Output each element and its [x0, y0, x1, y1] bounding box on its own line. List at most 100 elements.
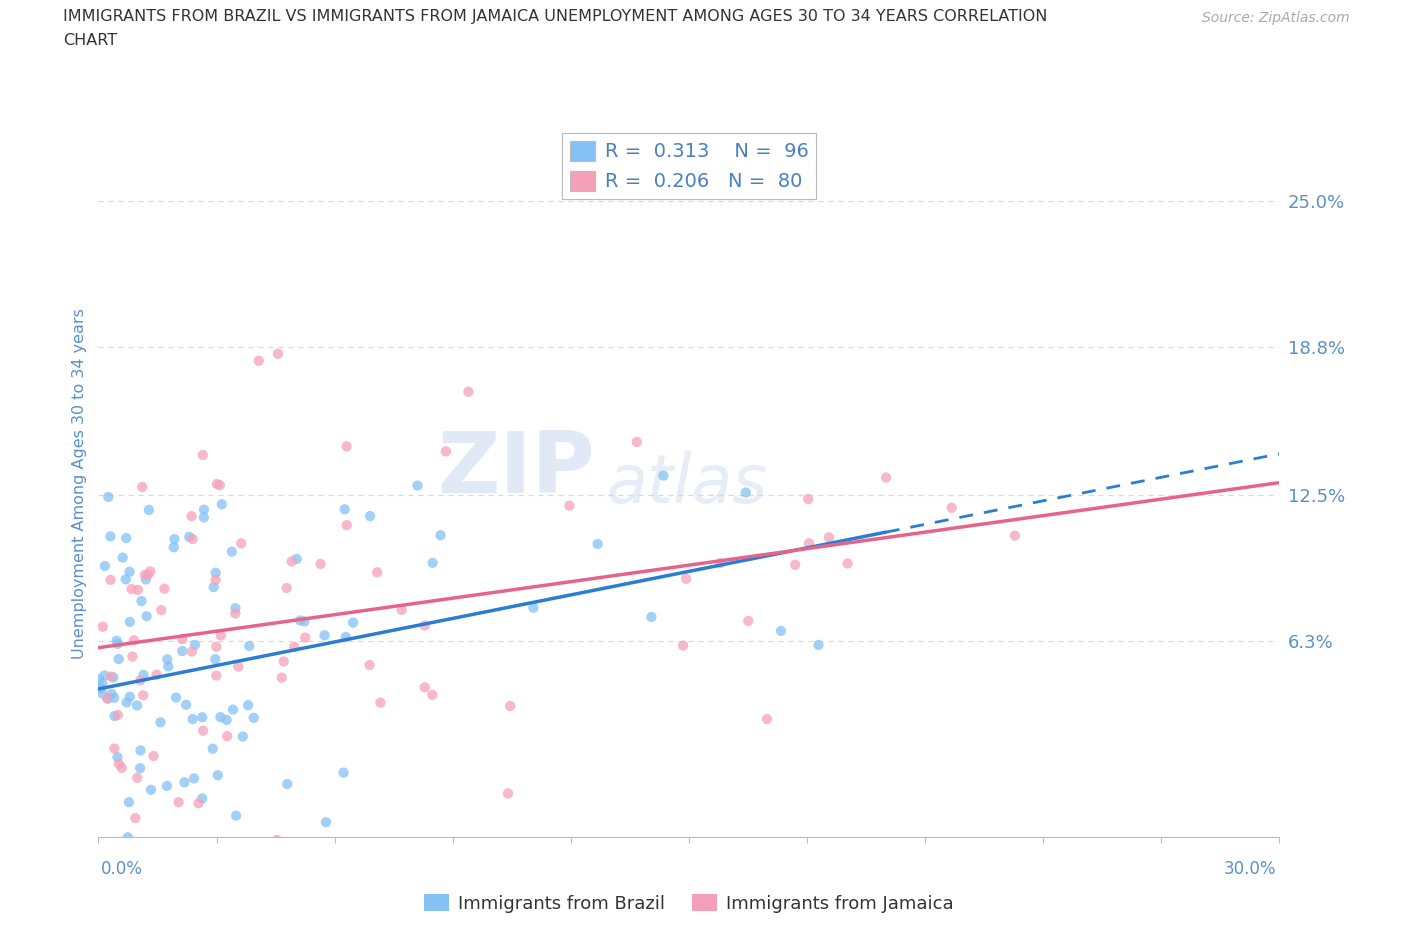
- Point: [107, 708, 129, 723]
- Point: [91, 676, 114, 691]
- Point: [228, 659, 250, 674]
- Point: [132, 688, 155, 703]
- Point: [422, 555, 444, 570]
- Point: [181, 644, 204, 659]
- Point: [117, 830, 139, 844]
- Point: [167, 795, 190, 810]
- Point: [180, 509, 202, 524]
- Point: [187, 796, 209, 811]
- Point: [231, 536, 253, 551]
- Point: [165, 690, 187, 705]
- Y-axis label: Unemployment Among Ages 30 to 34 years: Unemployment Among Ages 30 to 34 years: [72, 308, 87, 659]
- Point: [413, 618, 436, 633]
- Point: [225, 808, 247, 823]
- Point: [675, 571, 697, 586]
- Point: [87, 671, 110, 686]
- Point: [276, 580, 298, 595]
- Point: [558, 498, 581, 513]
- Point: [122, 633, 145, 648]
- Point: [769, 623, 792, 638]
- Point: [332, 765, 354, 780]
- Point: [457, 384, 479, 399]
- Point: [125, 698, 148, 713]
- Point: [91, 619, 114, 634]
- Point: [370, 696, 392, 711]
- Point: [145, 667, 167, 682]
- Point: [209, 628, 232, 643]
- Text: 0.0%: 0.0%: [101, 860, 143, 878]
- Point: [107, 652, 129, 667]
- Point: [173, 775, 195, 790]
- Point: [172, 644, 194, 658]
- Point: [156, 778, 179, 793]
- Point: [156, 836, 179, 851]
- Point: [125, 842, 148, 857]
- Point: [202, 579, 225, 594]
- Point: [135, 609, 157, 624]
- Point: [97, 489, 120, 504]
- Point: [103, 709, 125, 724]
- Point: [183, 771, 205, 786]
- Point: [136, 567, 159, 582]
- Point: [191, 724, 214, 738]
- Point: [111, 551, 134, 565]
- Point: [499, 698, 522, 713]
- Point: [163, 532, 186, 547]
- Point: [283, 640, 305, 655]
- Text: IMMIGRANTS FROM BRAZIL VS IMMIGRANTS FROM JAMAICA UNEMPLOYMENT AMONG AGES 30 TO : IMMIGRANTS FROM BRAZIL VS IMMIGRANTS FRO…: [63, 9, 1047, 24]
- Point: [209, 710, 232, 724]
- Point: [818, 530, 841, 545]
- Point: [131, 593, 153, 608]
- Point: [335, 630, 357, 644]
- Point: [217, 729, 239, 744]
- Point: [522, 600, 544, 615]
- Point: [111, 761, 134, 776]
- Point: [174, 698, 197, 712]
- Point: [181, 532, 204, 547]
- Point: [118, 795, 141, 810]
- Point: [184, 637, 207, 652]
- Point: [204, 652, 226, 667]
- Point: [114, 572, 136, 587]
- Point: [121, 581, 143, 596]
- Point: [129, 743, 152, 758]
- Point: [280, 554, 302, 569]
- Point: [124, 811, 146, 826]
- Point: [201, 741, 224, 756]
- Legend: R =  0.313    N =  96, R =  0.206   N =  80: R = 0.313 N = 96, R = 0.206 N = 80: [562, 133, 815, 199]
- Point: [434, 444, 457, 458]
- Point: [105, 633, 128, 648]
- Point: [359, 658, 381, 672]
- Point: [103, 670, 125, 684]
- Point: [737, 614, 759, 629]
- Point: [709, 555, 731, 570]
- Point: [103, 690, 125, 705]
- Point: [103, 741, 125, 756]
- Point: [336, 518, 359, 533]
- Point: [315, 815, 337, 830]
- Text: 30.0%: 30.0%: [1225, 860, 1277, 878]
- Point: [100, 529, 122, 544]
- Point: [191, 447, 214, 462]
- Point: [941, 500, 963, 515]
- Point: [181, 711, 204, 726]
- Point: [96, 691, 118, 706]
- Point: [276, 777, 298, 791]
- Point: [413, 680, 436, 695]
- Point: [115, 531, 138, 546]
- Point: [294, 631, 316, 645]
- Point: [208, 478, 231, 493]
- Point: [107, 636, 129, 651]
- Point: [366, 565, 388, 579]
- Point: [294, 614, 316, 629]
- Point: [406, 478, 429, 493]
- Point: [273, 654, 295, 669]
- Point: [755, 711, 778, 726]
- Point: [142, 749, 165, 764]
- Point: [131, 842, 153, 857]
- Point: [118, 565, 141, 579]
- Point: [496, 786, 519, 801]
- Point: [267, 346, 290, 361]
- Point: [422, 687, 444, 702]
- Point: [204, 565, 226, 580]
